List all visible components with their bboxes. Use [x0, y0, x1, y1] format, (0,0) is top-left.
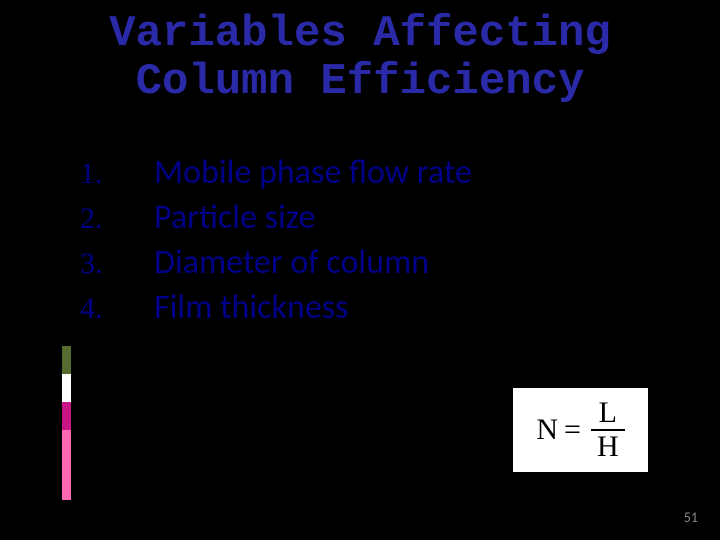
list-item: 1. Mobile phase flow rate	[80, 152, 472, 193]
numbered-list: 1. Mobile phase flow rate 2. Particle si…	[80, 152, 472, 332]
fraction-numerator: L	[593, 398, 623, 429]
list-item: 4. Film thickness	[80, 287, 472, 328]
slide-title: Variables Affecting Column Efficiency	[0, 10, 720, 107]
equation-lhs: N	[536, 413, 558, 447]
list-item: 3. Diameter of column	[80, 242, 472, 283]
fraction: L H	[591, 398, 625, 462]
list-text: Film thickness	[154, 287, 348, 328]
stripe-segment	[62, 346, 71, 374]
title-line-1: Variables Affecting	[0, 10, 720, 58]
stripe-segment	[62, 402, 71, 430]
fraction-denominator: H	[591, 429, 625, 462]
equals-sign: =	[564, 413, 581, 447]
list-number: 1.	[80, 157, 154, 191]
list-number: 4.	[80, 292, 154, 326]
list-number: 2.	[80, 202, 154, 236]
title-line-2: Column Efficiency	[0, 58, 720, 106]
list-text: Mobile phase flow rate	[154, 152, 472, 193]
stripe-segment	[62, 374, 71, 402]
list-text: Particle size	[154, 197, 315, 238]
equation: N = L H	[536, 398, 624, 462]
decorative-stripe	[62, 346, 71, 500]
equation-box: N = L H	[513, 388, 648, 472]
list-number: 3.	[80, 247, 154, 281]
list-text: Diameter of column	[154, 242, 429, 283]
page-number: 51	[684, 509, 698, 526]
stripe-segment	[62, 430, 71, 500]
list-item: 2. Particle size	[80, 197, 472, 238]
